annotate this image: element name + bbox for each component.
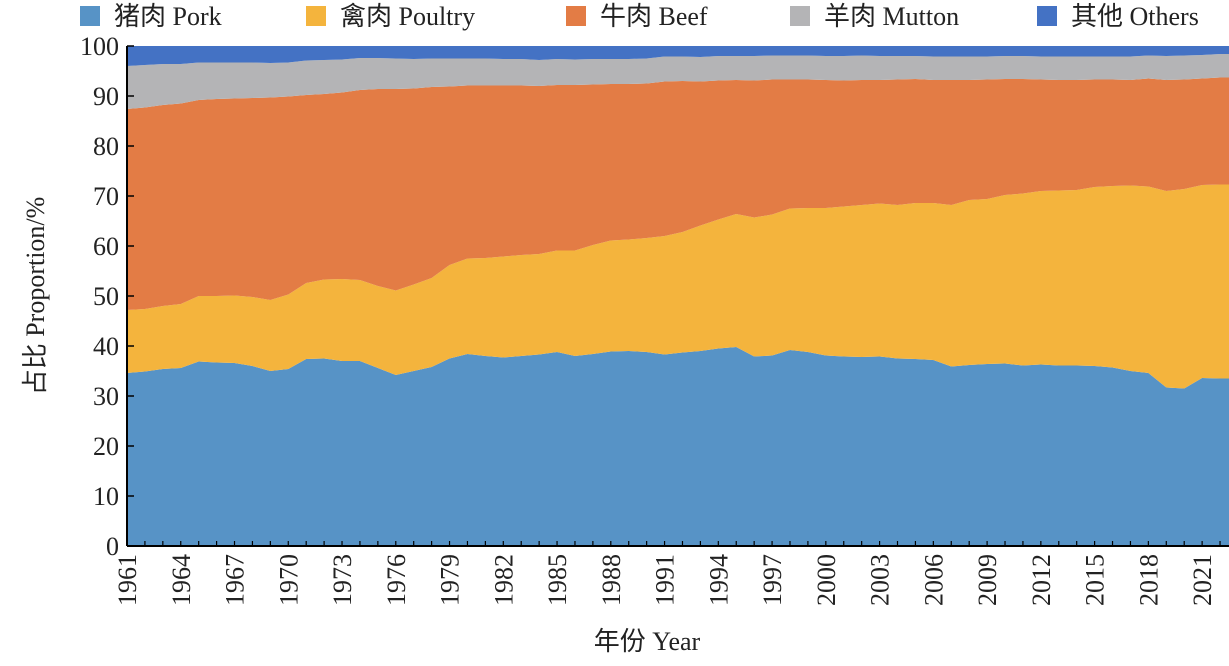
y-ticks: 0 10 20 30 40 50 60 70 80 90 100 (80, 32, 134, 561)
x-tick-label: 2003 (866, 554, 895, 606)
y-tick-label: 90 (93, 82, 119, 111)
legend: 猪肉 Pork 禽肉 Poultry 牛肉 Beef 羊肉 Mutton 其他 Othe… (80, 2, 1199, 31)
x-tick-label: 2012 (1027, 554, 1056, 606)
x-tick-label: 1997 (758, 554, 787, 606)
area-series-0 (127, 347, 1229, 546)
legend-label: 禽肉 Poultry (340, 2, 475, 31)
y-tick-label: 30 (93, 382, 119, 411)
y-tick-label: 70 (93, 182, 119, 211)
x-tick-label: 1991 (651, 554, 680, 606)
legend-label: 其他 Others (1071, 2, 1199, 31)
area-series-1 (127, 184, 1229, 389)
x-tick-label: 2018 (1134, 554, 1163, 606)
x-tick-label: 1994 (704, 554, 733, 606)
y-tick-label: 0 (106, 532, 119, 561)
area-series-group (127, 46, 1229, 546)
legend-label: 猪肉 Pork (114, 2, 222, 31)
y-tick-label: 60 (93, 232, 119, 261)
y-tick-label: 10 (93, 482, 119, 511)
y-tick-label: 20 (93, 432, 119, 461)
x-tick-label: 1985 (543, 554, 572, 606)
legend-swatch (80, 6, 100, 26)
x-tick-label: 1964 (167, 554, 196, 606)
legend-swatch (1037, 6, 1057, 26)
y-tick-label: 40 (93, 332, 119, 361)
x-tick-label: 2015 (1081, 554, 1110, 606)
area-series-3 (127, 54, 1229, 109)
legend-swatch (566, 6, 586, 26)
area-series-4 (127, 46, 1229, 66)
area-series-2 (127, 77, 1229, 310)
x-tick-label: 1976 (382, 554, 411, 606)
x-tick-label: 2021 (1188, 554, 1217, 606)
x-ticks: 1961 1964 1967 1970 1973 1976 1979 1982 1985 1988… (113, 541, 1221, 606)
x-tick-label: 1973 (328, 554, 357, 606)
legend-swatch (306, 6, 326, 26)
x-axis-label: 年份 Year (594, 627, 701, 656)
y-tick-label: 50 (93, 282, 119, 311)
legend-label: 羊肉 Mutton (824, 2, 959, 31)
x-tick-label: 1988 (597, 554, 626, 606)
y-tick-label: 80 (93, 132, 119, 161)
x-tick-label: 1970 (274, 554, 303, 606)
y-axis-label: 占比 Proportion/% (21, 197, 50, 396)
y-tick-label: 100 (80, 32, 119, 61)
x-tick-label: 1967 (221, 554, 250, 606)
x-tick-label: 2006 (919, 554, 948, 606)
legend-label: 牛肉 Beef (600, 2, 708, 31)
x-tick-label: 2000 (812, 554, 841, 606)
x-tick-label: 1961 (113, 554, 142, 606)
legend-swatch (790, 6, 810, 26)
x-tick-label: 1979 (436, 554, 465, 606)
x-tick-label: 1982 (489, 554, 518, 606)
x-tick-label: 2009 (973, 554, 1002, 606)
